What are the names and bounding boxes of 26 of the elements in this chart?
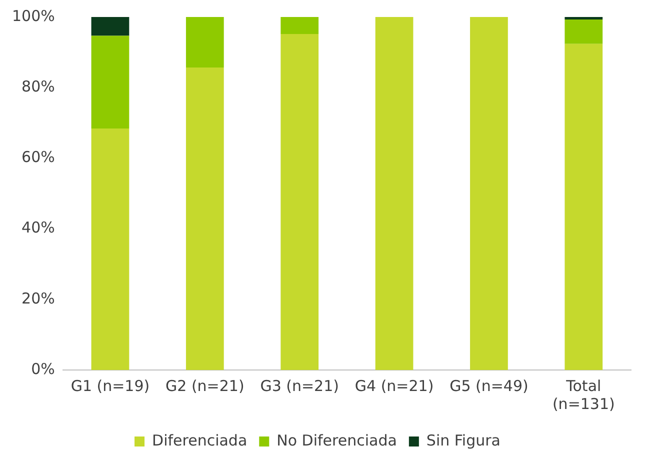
bar: [470, 17, 508, 370]
bar: [280, 17, 319, 34]
bar: [564, 44, 603, 370]
legend-label: No Diferenciada: [276, 431, 397, 450]
bar: [280, 34, 319, 370]
legend-label: Sin Figura: [426, 431, 500, 450]
x-tick-label: Total (n=131): [552, 376, 615, 413]
y-tick-label: 80%: [22, 77, 55, 96]
y-tick-label: 0%: [31, 360, 55, 378]
bar: [564, 19, 603, 44]
y-tick-label: 100%: [12, 6, 55, 25]
legend-label: Diferenciada: [152, 431, 248, 450]
bar: [186, 17, 224, 68]
x-tick-label: G3 (n=21): [260, 376, 340, 395]
y-tick-label: 60%: [22, 148, 55, 166]
x-tick-label: G5 (n=49): [450, 376, 528, 395]
bar: [186, 67, 224, 370]
x-tick-label: G4 (n=21): [354, 376, 434, 395]
y-tick-label: 40%: [22, 218, 55, 237]
x-tick-label: G2 (n=21): [166, 376, 244, 395]
y-tick-label: 20%: [22, 289, 55, 308]
bar: [91, 36, 130, 129]
bar: [375, 17, 414, 370]
bar: [91, 17, 130, 36]
x-tick-label: G1 (n=19): [70, 376, 150, 395]
bar: [91, 128, 130, 370]
